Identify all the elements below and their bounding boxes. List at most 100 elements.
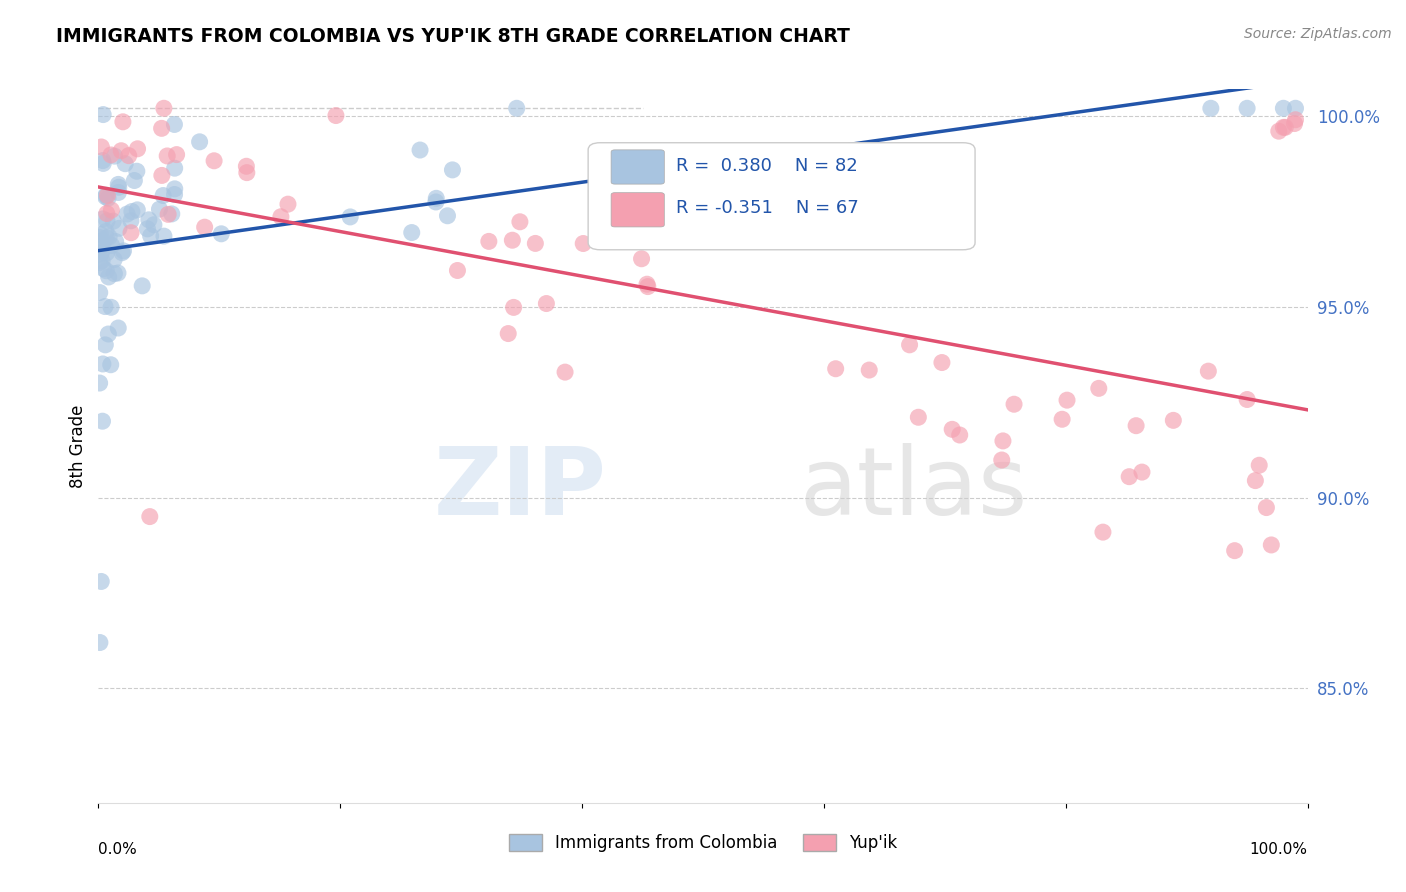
Point [136, 222, 159, 236]
Point [121, 204, 143, 219]
Point [991, 434, 1014, 448]
Point [401, 226, 423, 240]
Point [188, 135, 211, 149]
Point [1272, 101, 1295, 115]
Point [89, 635, 111, 649]
Point [1268, 124, 1291, 138]
Point [1199, 101, 1222, 115]
Point [118, 148, 141, 162]
Point [139, 509, 162, 524]
FancyBboxPatch shape [588, 143, 976, 250]
Point [96, 188, 118, 202]
Text: R = -0.351    N = 67: R = -0.351 N = 67 [676, 200, 859, 218]
Point [104, 149, 127, 163]
Point [446, 263, 468, 277]
Point [89, 227, 111, 242]
Y-axis label: 8th Grade: 8th Grade [69, 404, 87, 488]
Point [110, 144, 132, 158]
Point [153, 229, 176, 244]
Point [496, 326, 519, 341]
Point [131, 278, 153, 293]
Point [163, 182, 186, 196]
Point [107, 180, 129, 194]
Point [138, 212, 160, 227]
Point [153, 101, 176, 115]
Point [108, 221, 131, 235]
Point [1260, 538, 1282, 552]
Point [425, 194, 447, 209]
Point [1223, 543, 1246, 558]
Point [339, 210, 361, 224]
Point [209, 227, 232, 241]
Point [156, 149, 179, 163]
Text: 100.0%: 100.0% [1250, 842, 1308, 857]
Point [858, 363, 880, 377]
Point [1056, 393, 1078, 408]
Point [572, 236, 595, 251]
Point [554, 365, 576, 379]
Point [325, 109, 347, 123]
Point [94, 188, 117, 202]
Point [124, 173, 146, 187]
Point [107, 266, 129, 280]
Point [1274, 120, 1296, 135]
Point [1125, 418, 1147, 433]
Point [91, 153, 114, 168]
Point [103, 214, 125, 228]
Point [1272, 120, 1295, 135]
Point [941, 422, 963, 436]
Point [100, 358, 122, 372]
Point [824, 361, 846, 376]
Point [100, 203, 122, 218]
Point [100, 301, 122, 315]
Point [125, 164, 148, 178]
Point [89, 234, 111, 248]
Point [949, 428, 972, 442]
Point [235, 159, 257, 173]
Point [1197, 364, 1219, 378]
Point [277, 197, 299, 211]
Point [148, 202, 170, 217]
Point [111, 115, 134, 129]
Point [202, 153, 225, 168]
Point [160, 207, 183, 221]
Legend: Immigrants from Colombia, Yup'ik: Immigrants from Colombia, Yup'ik [502, 827, 904, 859]
Point [96, 246, 118, 260]
Point [1087, 381, 1109, 395]
Point [97, 326, 120, 341]
Point [114, 157, 136, 171]
Point [478, 235, 501, 249]
Point [127, 142, 149, 156]
Text: IMMIGRANTS FROM COLOMBIA VS YUP'IK 8TH GRADE CORRELATION CHART: IMMIGRANTS FROM COLOMBIA VS YUP'IK 8TH G… [56, 27, 851, 45]
Point [91, 357, 114, 371]
Point [91, 239, 114, 253]
Point [501, 233, 523, 247]
Point [907, 410, 929, 425]
Point [1256, 500, 1278, 515]
Point [96, 206, 118, 220]
Point [93, 261, 115, 276]
Point [89, 376, 111, 390]
Point [1118, 469, 1140, 483]
Point [931, 355, 953, 369]
Point [1163, 413, 1185, 427]
Point [112, 244, 135, 258]
Point [990, 453, 1012, 467]
Point [98, 230, 121, 244]
Text: Source: ZipAtlas.com: Source: ZipAtlas.com [1244, 27, 1392, 41]
Point [94, 225, 117, 239]
FancyBboxPatch shape [612, 150, 664, 184]
Point [142, 218, 165, 232]
Point [96, 231, 118, 245]
Point [270, 210, 292, 224]
Point [436, 209, 458, 223]
Point [97, 191, 120, 205]
Point [107, 321, 129, 335]
Point [91, 156, 114, 170]
Point [107, 178, 129, 192]
Point [100, 238, 122, 252]
Point [90, 574, 112, 589]
Point [194, 220, 217, 235]
Text: 0.0%: 0.0% [98, 842, 138, 857]
Point [96, 214, 118, 228]
